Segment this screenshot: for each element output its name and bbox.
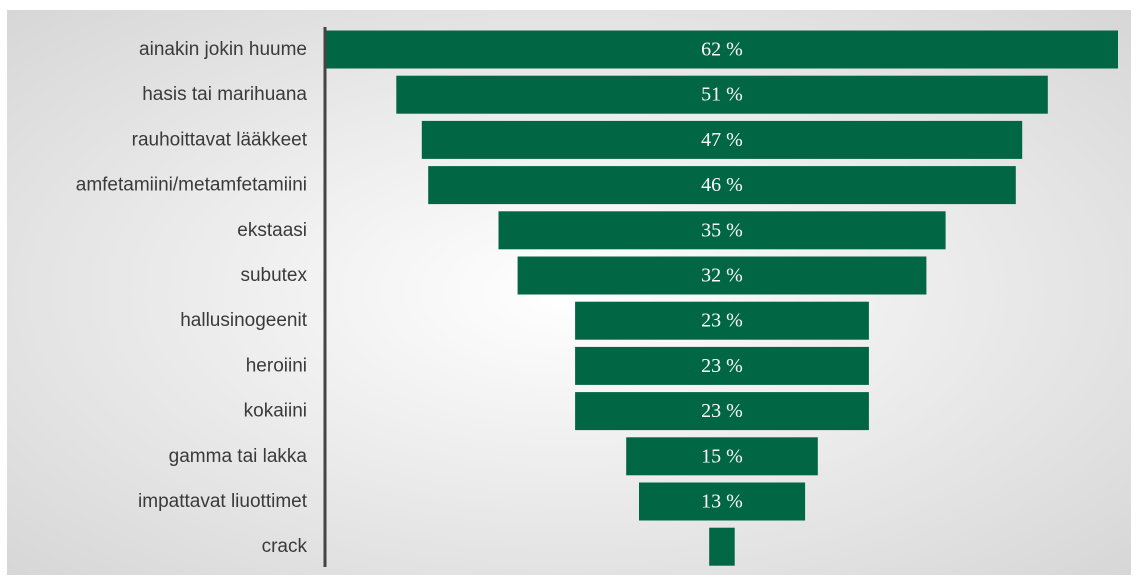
- category-label: amfetamiini/metamfetamiini: [76, 175, 307, 196]
- bar: [709, 527, 735, 566]
- bar: [396, 75, 1048, 114]
- data-label: 23 %: [701, 310, 743, 332]
- category-label: hallusinogeenit: [180, 310, 307, 331]
- data-label: 35 %: [701, 219, 743, 241]
- category-label: crack: [262, 536, 308, 557]
- category-label: subutex: [240, 265, 307, 286]
- data-label: 13 %: [701, 491, 743, 513]
- data-label: 23 %: [701, 400, 743, 422]
- category-labels-layer: ainakin jokin huume hasis tai marihuana ra…: [76, 39, 308, 557]
- category-label: ainakin jokin huume: [139, 39, 307, 60]
- bar: [326, 30, 1118, 69]
- data-label: 23 %: [701, 355, 743, 377]
- bar: [575, 392, 869, 431]
- category-label: impattavat liuottimet: [138, 491, 308, 512]
- bar: [498, 211, 946, 250]
- data-label: 47 %: [701, 129, 743, 151]
- bar: [626, 437, 818, 476]
- bar: [428, 166, 1016, 205]
- category-label: ekstaasi: [237, 220, 307, 241]
- bars-layer: 62 % 51 % 47 % 46 % 35 % 32 % 23 % 23 % 23 % 15 %…: [326, 30, 1118, 566]
- data-label: 15 %: [701, 445, 743, 467]
- bar: [639, 482, 806, 521]
- category-label: hasis tai marihuana: [142, 84, 307, 105]
- data-label: 46 %: [701, 174, 743, 196]
- category-label: rauhoittavat lääkkeet: [132, 129, 308, 150]
- category-label: kokaiini: [244, 401, 307, 422]
- bar: [575, 346, 869, 385]
- data-label: 32 %: [701, 265, 743, 287]
- data-label: 62 %: [701, 39, 743, 61]
- bar: [421, 120, 1023, 159]
- category-label: heroiini: [246, 355, 307, 376]
- data-label: 51 %: [701, 84, 743, 106]
- bar: [517, 256, 927, 295]
- bar: [575, 301, 869, 340]
- category-label: gamma tai lakka: [169, 446, 308, 467]
